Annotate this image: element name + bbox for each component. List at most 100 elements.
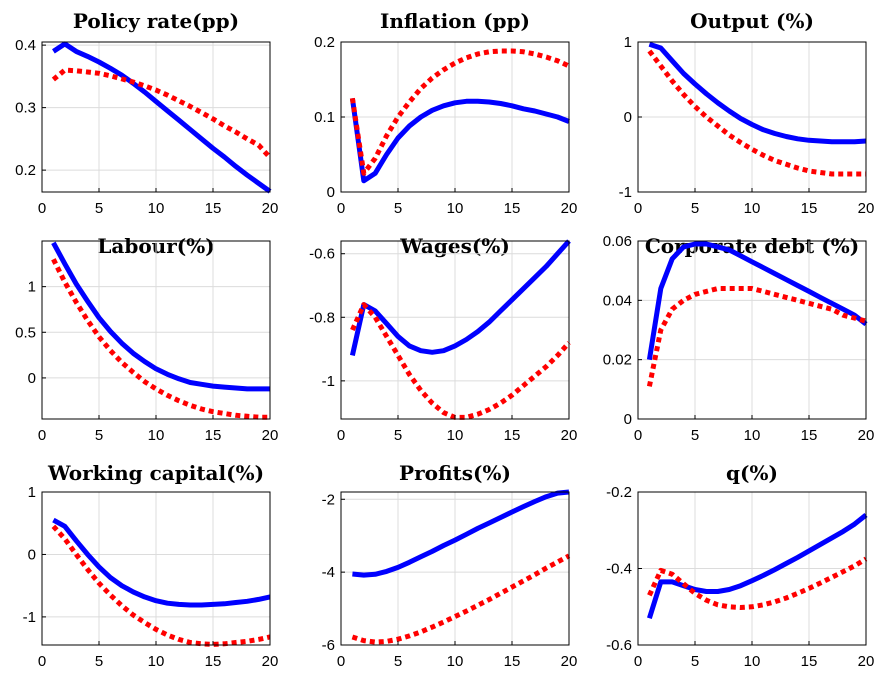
x-tick-label: 20 xyxy=(262,427,279,444)
x-tick-label: 0 xyxy=(337,653,345,670)
panel-profits: Profits(%) 0 5 10 15 20 -6 -4 -2 xyxy=(322,461,578,670)
y-tick-label: 0 xyxy=(624,109,632,126)
y-tick-label: -0.2 xyxy=(606,484,632,501)
y-tick-label: 1 xyxy=(28,484,36,501)
x-tick-label: 0 xyxy=(337,427,345,444)
panel-q: q(%) 0 5 10 15 20 -0.6 -0.4 -0.2 xyxy=(606,461,874,670)
y-tick-label: -1 xyxy=(322,373,335,390)
y-tick-label: 0.4 xyxy=(15,37,36,54)
y-tick-label: 1 xyxy=(28,279,36,296)
x-tick-label: 0 xyxy=(38,427,46,444)
x-tick-label: 0 xyxy=(634,427,642,444)
panel-policy-rate: Policy rate(pp) 0 5 10 15 20 0.2 0.3 0.4 xyxy=(15,9,278,217)
panel-title: q(%) xyxy=(726,461,778,485)
y-tick-label: 0.5 xyxy=(15,324,36,341)
x-tick-label: 5 xyxy=(95,427,103,444)
series-line-solid xyxy=(352,489,570,578)
x-tick-label: 10 xyxy=(447,200,464,217)
y-tick-label: -1 xyxy=(23,609,36,626)
panel-working-capital: Working capital(%) 0 5 10 15 20 -1 0 1 xyxy=(23,461,279,670)
x-tick-label: 15 xyxy=(801,427,818,444)
series-line-dotted xyxy=(647,49,866,177)
series-line-solid xyxy=(647,513,868,619)
panel-title: Working capital(%) xyxy=(47,461,264,485)
x-tick-label: 20 xyxy=(858,427,875,444)
x-tick-label: 10 xyxy=(744,653,761,670)
y-tick-label: 0 xyxy=(28,546,36,563)
panel-output: Output (%) 0 5 10 15 20-101 xyxy=(619,9,875,217)
series-line-solid xyxy=(52,41,272,194)
panel-title: Profits(%) xyxy=(399,461,511,485)
series-line-dotted xyxy=(646,286,867,387)
x-tick-label: 20 xyxy=(858,653,875,670)
x-tick-label: 5 xyxy=(394,427,402,444)
panel-title: Inflation (pp) xyxy=(380,9,530,33)
x-tick-label: 15 xyxy=(205,200,222,217)
x-tick-label: 15 xyxy=(205,427,222,444)
series-line-solid xyxy=(51,241,270,392)
series-line-dotted xyxy=(349,48,571,176)
x-tick-label: 0 xyxy=(38,200,46,217)
y-tick-label: 0 xyxy=(624,411,632,428)
panel-wages: Wages(%) 0 5 10 15 20-1-0.8-0.6 xyxy=(309,234,577,444)
y-tick-label: -2 xyxy=(322,491,335,508)
x-tick-label: 20 xyxy=(262,653,279,670)
x-tick-label: 10 xyxy=(744,427,761,444)
x-tick-label: 15 xyxy=(801,653,818,670)
y-tick-label: -0.8 xyxy=(309,309,335,326)
series-line-solid xyxy=(648,41,867,145)
x-tick-label: 5 xyxy=(95,653,103,670)
x-tick-label: 20 xyxy=(561,653,578,670)
panel-inflation: Inflation (pp) 0 5 10 15 20 0 0.1 0.2 xyxy=(314,9,577,217)
x-tick-label: 10 xyxy=(447,427,464,444)
series-line-dotted xyxy=(51,67,272,160)
series-line-dotted xyxy=(51,524,271,647)
x-tick-label: 20 xyxy=(262,200,279,217)
y-tick-label: 0.3 xyxy=(15,100,36,117)
x-tick-label: 5 xyxy=(691,653,699,670)
x-tick-label: 5 xyxy=(691,427,699,444)
x-tick-label: 15 xyxy=(504,653,521,670)
y-tick-label: 0 xyxy=(28,370,36,387)
panel-title: Policy rate(pp) xyxy=(73,9,239,33)
panel-title: Output (%) xyxy=(690,9,814,33)
x-tick-label: 15 xyxy=(801,200,818,217)
x-tick-label: 0 xyxy=(634,200,642,217)
x-tick-label: 20 xyxy=(561,427,578,444)
x-tick-label: 10 xyxy=(744,200,761,217)
series-line-solid xyxy=(646,241,868,361)
series-line-dotted xyxy=(51,258,270,420)
x-tick-label: 15 xyxy=(205,653,222,670)
x-tick-label: 5 xyxy=(394,653,402,670)
x-tick-label: 15 xyxy=(504,427,521,444)
y-tick-label: 0.2 xyxy=(15,162,36,179)
y-tick-label: -6 xyxy=(322,637,335,654)
y-tick-label: -4 xyxy=(322,564,335,581)
y-tick-label: -0.6 xyxy=(309,246,335,263)
series-line-solid xyxy=(349,239,571,356)
y-tick-label: 0.04 xyxy=(603,292,632,309)
y-tick-label: -0.6 xyxy=(606,637,632,654)
y-tick-label: 0 xyxy=(327,184,335,201)
y-tick-label: 0.06 xyxy=(603,233,632,250)
x-tick-label: 10 xyxy=(148,653,165,670)
x-tick-label: 0 xyxy=(38,653,46,670)
x-tick-label: 5 xyxy=(691,200,699,217)
y-tick-label: 0.02 xyxy=(603,352,632,369)
x-tick-label: 5 xyxy=(394,200,402,217)
x-tick-label: 15 xyxy=(504,200,521,217)
y-tick-label: -1 xyxy=(619,184,632,201)
series-line-dotted xyxy=(351,553,571,645)
x-tick-label: 20 xyxy=(858,200,875,217)
y-tick-label: -0.4 xyxy=(606,561,632,578)
y-tick-label: 1 xyxy=(624,34,632,51)
series-line-dotted xyxy=(350,302,571,420)
x-tick-label: 10 xyxy=(148,427,165,444)
series-line-solid xyxy=(52,517,271,608)
x-tick-label: 10 xyxy=(148,200,165,217)
x-tick-label: 5 xyxy=(95,200,103,217)
x-tick-label: 0 xyxy=(634,653,642,670)
